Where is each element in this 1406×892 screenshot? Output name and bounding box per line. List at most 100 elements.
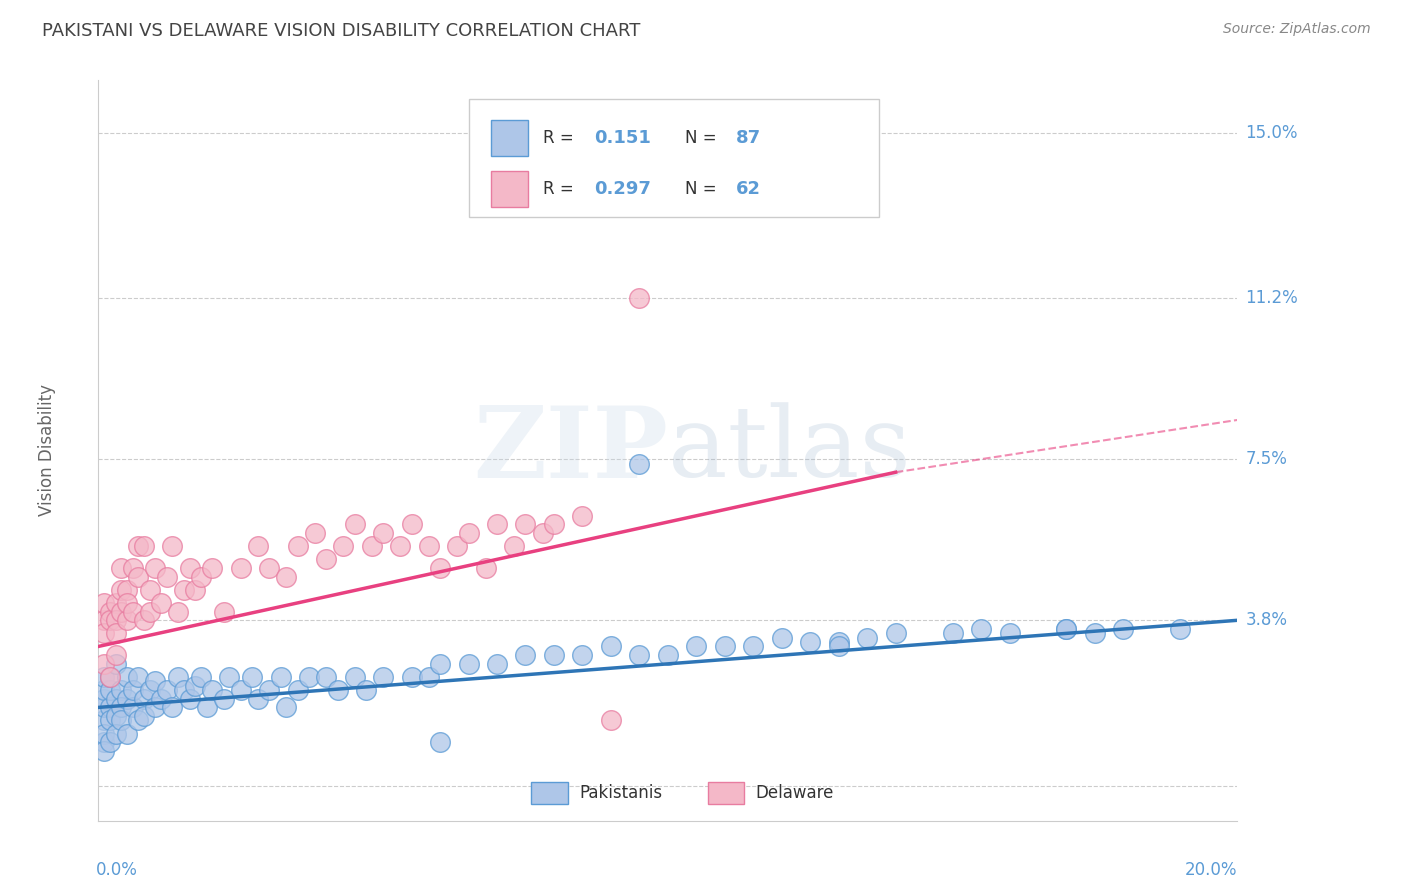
Point [110,561,132,575]
Point [138,582,160,597]
Point [515,517,537,532]
Point [127,539,149,553]
Point [98,714,121,728]
FancyBboxPatch shape [491,120,527,156]
Point [418,539,440,553]
Point [1112,622,1135,636]
Point [212,605,235,619]
Point [150,691,173,706]
Point [121,605,143,619]
Point [998,626,1021,640]
Point [628,457,651,471]
Text: N =: N = [685,180,717,198]
Point [240,670,263,684]
Text: atlas: atlas [668,402,911,499]
Point [93,700,115,714]
Point [93,691,115,706]
Point [162,700,184,714]
Point [104,709,127,723]
Point [515,648,537,662]
Point [457,657,479,671]
Point [167,670,190,684]
Point [856,631,879,645]
Point [259,683,281,698]
Point [179,691,201,706]
FancyBboxPatch shape [707,782,744,805]
Point [98,613,121,627]
Point [93,714,115,728]
Point [332,539,354,553]
Point [360,539,382,553]
Point [486,517,509,532]
Point [195,700,218,714]
Point [138,683,160,698]
Point [1170,622,1192,636]
Point [173,582,195,597]
FancyBboxPatch shape [491,171,527,207]
Point [104,648,127,662]
Point [429,657,451,671]
Point [201,683,224,698]
Point [600,640,623,654]
Point [93,596,115,610]
Point [1056,622,1078,636]
Point [942,626,965,640]
Point [401,517,423,532]
Text: Vision Disability: Vision Disability [38,384,56,516]
Point [742,640,765,654]
Point [571,508,593,523]
Point [104,691,127,706]
Point [201,561,224,575]
Point [571,648,593,662]
Text: R =: R = [543,129,574,147]
Point [104,657,127,671]
Point [418,670,440,684]
Text: 62: 62 [737,180,761,198]
Point [110,582,132,597]
Text: N =: N = [685,129,717,147]
FancyBboxPatch shape [468,99,879,218]
Point [246,539,269,553]
Point [115,582,138,597]
Point [246,691,269,706]
Point [167,605,190,619]
Text: 20.0%: 20.0% [1185,862,1237,880]
Text: Source: ZipAtlas.com: Source: ZipAtlas.com [1223,22,1371,37]
Point [259,561,281,575]
Point [373,670,395,684]
Point [121,700,143,714]
Point [93,657,115,671]
Point [132,709,155,723]
Point [156,570,179,584]
Point [343,517,366,532]
Point [1056,622,1078,636]
Point [401,670,423,684]
Point [457,526,479,541]
Point [93,735,115,749]
FancyBboxPatch shape [531,782,568,805]
Point [115,691,138,706]
Point [145,674,167,689]
Point [162,539,184,553]
Point [474,561,496,575]
Point [184,582,207,597]
Point [543,648,565,662]
Point [531,526,554,541]
Text: Delaware: Delaware [755,784,834,802]
Point [121,683,143,698]
Text: 15.0%: 15.0% [1246,123,1298,142]
Point [93,670,115,684]
Point [98,670,121,684]
Point [127,714,149,728]
Point [93,744,115,758]
Point [799,635,821,649]
Point [110,700,132,714]
Point [138,605,160,619]
Point [93,613,115,627]
Point [1084,626,1107,640]
Text: PAKISTANI VS DELAWARE VISION DISABILITY CORRELATION CHART: PAKISTANI VS DELAWARE VISION DISABILITY … [42,22,641,40]
Point [970,622,993,636]
Point [98,605,121,619]
Point [127,670,149,684]
Point [132,539,155,553]
